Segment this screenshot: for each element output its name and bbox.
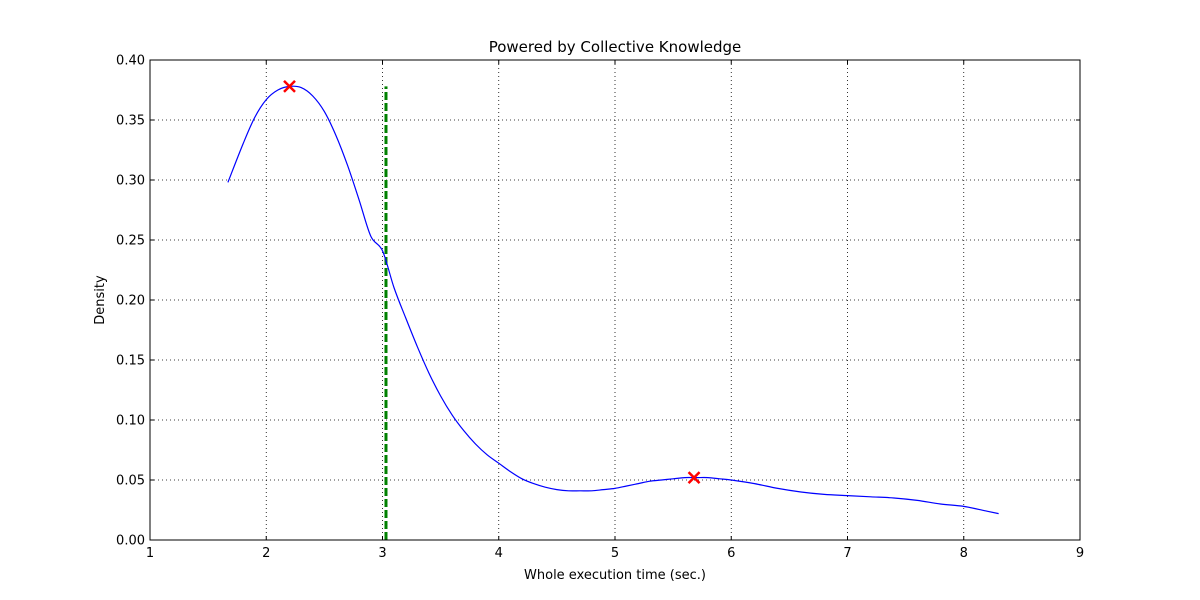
x-tick-label: 8 (960, 546, 968, 561)
x-tick-label: 3 (378, 546, 386, 561)
x-tick-label: 9 (1076, 546, 1084, 561)
peak-marker-stroke (283, 80, 296, 93)
grid-lines (150, 60, 1080, 540)
y-tick-label: 0.40 (116, 54, 145, 69)
x-tick-label: 1 (146, 546, 154, 561)
peak-marker (283, 80, 296, 93)
x-tick-label: 4 (495, 546, 503, 561)
y-tick-label: 0.25 (116, 234, 145, 249)
axis-ticks: 1 2 3 4 5 6 7 8 9 0.00 0.05 0.10 0.15 0.20 0.25 0.30 0.3… (116, 54, 1084, 562)
y-tick-label: 0.35 (116, 114, 145, 129)
x-tick-label: 2 (262, 546, 270, 561)
y-tick-label: 0.05 (116, 474, 145, 489)
x-tick-label: 5 (611, 546, 619, 561)
plot-area (227, 80, 999, 540)
y-tick-label: 0.20 (116, 294, 145, 309)
y-tick-label: 0.00 (116, 534, 145, 549)
x-tick-label: 7 (843, 546, 851, 561)
y-tick-label: 0.15 (116, 354, 145, 369)
y-axis-label: Density (93, 275, 108, 325)
density-curve (227, 85, 999, 515)
y-tick-label: 0.30 (116, 174, 145, 189)
y-tick-label: 0.10 (116, 414, 145, 429)
peak-marker-stroke (687, 471, 701, 484)
chart-title: Powered by Collective Knowledge (489, 38, 742, 56)
x-tick-label: 6 (727, 546, 735, 561)
peak-marker (687, 471, 701, 484)
x-axis-label: Whole execution time (sec.) (524, 568, 706, 583)
